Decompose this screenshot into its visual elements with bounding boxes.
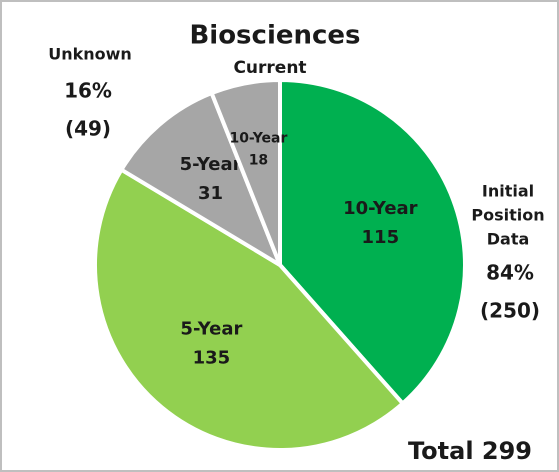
annotation: 84% — [486, 261, 534, 285]
annotation: Initial — [482, 182, 534, 201]
slice-label: 5-Year — [180, 154, 242, 175]
annotation: Unknown — [48, 45, 132, 64]
slice-value: 135 — [193, 347, 231, 368]
annotation: Position — [471, 206, 544, 225]
slice-value: 115 — [362, 227, 400, 248]
pie-slice — [118, 90, 285, 270]
annotation: 16% — [64, 79, 112, 103]
slice-value: 18 — [249, 153, 268, 169]
annotation: (49) — [65, 117, 111, 141]
annotation: Data — [487, 230, 530, 249]
pie-slice — [209, 77, 282, 266]
annotation: (250) — [480, 299, 540, 323]
slice-value: 31 — [198, 183, 223, 204]
pie-slice — [278, 77, 467, 407]
annotation: Total 299 — [408, 437, 532, 465]
chart-title: Biosciences — [189, 21, 360, 51]
slice-label: 5-Year — [180, 319, 242, 340]
slice-label: 10-Year — [229, 130, 287, 146]
chart-subtitle: Current — [233, 58, 306, 78]
slice-label: 10-Year — [343, 198, 418, 219]
pie-slice — [93, 166, 406, 452]
